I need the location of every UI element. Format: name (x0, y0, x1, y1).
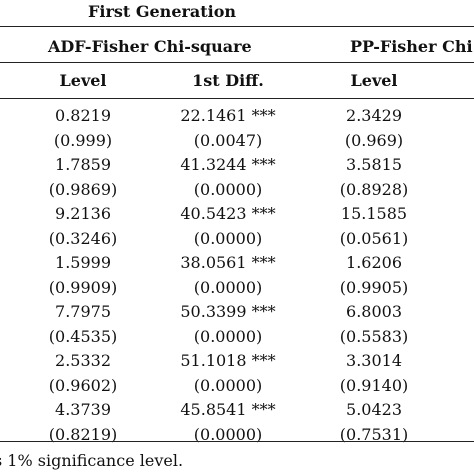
cell-pp-level: 5.0423 (346, 400, 402, 419)
cell-pp-level: 1.6206 (346, 253, 402, 272)
cell-adf-diff: 40.5423 *** (180, 204, 276, 223)
cell-adf-level: 4.3739 (55, 400, 111, 419)
cell-pp-level: (0.9905) (339, 277, 409, 297)
cell-adf-level: (0.9909) (48, 277, 118, 297)
rule-header-bottom (0, 98, 474, 99)
cell-adf-level: 1.5999 (55, 253, 111, 272)
cell-pp-level: (0.969) (344, 130, 404, 150)
cell-pp-level: (0.5583) (339, 326, 409, 346)
cell-adf-diff: (0.0047) (193, 130, 263, 150)
cell-adf-diff: (0.0000) (193, 179, 263, 199)
cell-pp-level: (0.0561) (339, 228, 409, 248)
adf-group-header: ADF-Fisher Chi-square (48, 37, 252, 56)
cell-adf-level: (0.999) (53, 130, 113, 150)
rule-group (0, 62, 474, 63)
cell-pp-level: 3.5815 (346, 155, 402, 174)
cell-adf-level: 0.8219 (55, 106, 111, 125)
cell-pp-level: (0.7531) (339, 424, 409, 444)
cell-adf-level: 9.2136 (55, 204, 111, 223)
cell-pp-level: 2.3429 (346, 106, 402, 125)
cell-adf-diff: 22.1461 *** (180, 106, 276, 125)
cell-adf-level: (0.9869) (48, 179, 118, 199)
cell-adf-level: (0.3246) (48, 228, 118, 248)
pp-group-header: PP-Fisher Chi (350, 37, 473, 56)
cell-adf-level: 1.7859 (55, 155, 111, 174)
cell-pp-level: 15.1585 (340, 204, 408, 223)
cell-adf-level: (0.8219) (48, 424, 118, 444)
cell-adf-diff: 45.8541 *** (180, 400, 276, 419)
col-header-adf-level: Level (59, 71, 107, 90)
cell-adf-diff: (0.0000) (193, 375, 263, 395)
generation-title: First Generation (88, 2, 237, 21)
cell-pp-level: (0.9140) (339, 375, 409, 395)
cell-adf-level: (0.9602) (48, 375, 118, 395)
cell-adf-diff: (0.0000) (193, 228, 263, 248)
cell-pp-level: 3.3014 (346, 351, 402, 370)
cell-adf-diff: (0.0000) (193, 326, 263, 346)
cell-pp-level: (0.8928) (339, 179, 409, 199)
footnote: s 1% significance level. (0, 451, 184, 470)
rule-top (0, 26, 474, 27)
cell-adf-level: 2.5332 (55, 351, 111, 370)
rule-bottom (0, 441, 474, 442)
cell-adf-diff: 41.3244 *** (180, 155, 276, 174)
cell-adf-level: (0.4535) (48, 326, 118, 346)
col-header-adf-diff: 1st Diff. (192, 71, 264, 90)
cell-adf-diff: (0.0000) (193, 277, 263, 297)
col-header-pp-level: Level (350, 71, 398, 90)
cell-adf-diff: 51.1018 *** (180, 351, 276, 370)
cell-adf-diff: 38.0561 *** (180, 253, 276, 272)
cell-adf-level: 7.7975 (55, 302, 111, 321)
cell-adf-diff: (0.0000) (193, 424, 263, 444)
cell-pp-level: 6.8003 (346, 302, 402, 321)
cell-adf-diff: 50.3399 *** (180, 302, 276, 321)
